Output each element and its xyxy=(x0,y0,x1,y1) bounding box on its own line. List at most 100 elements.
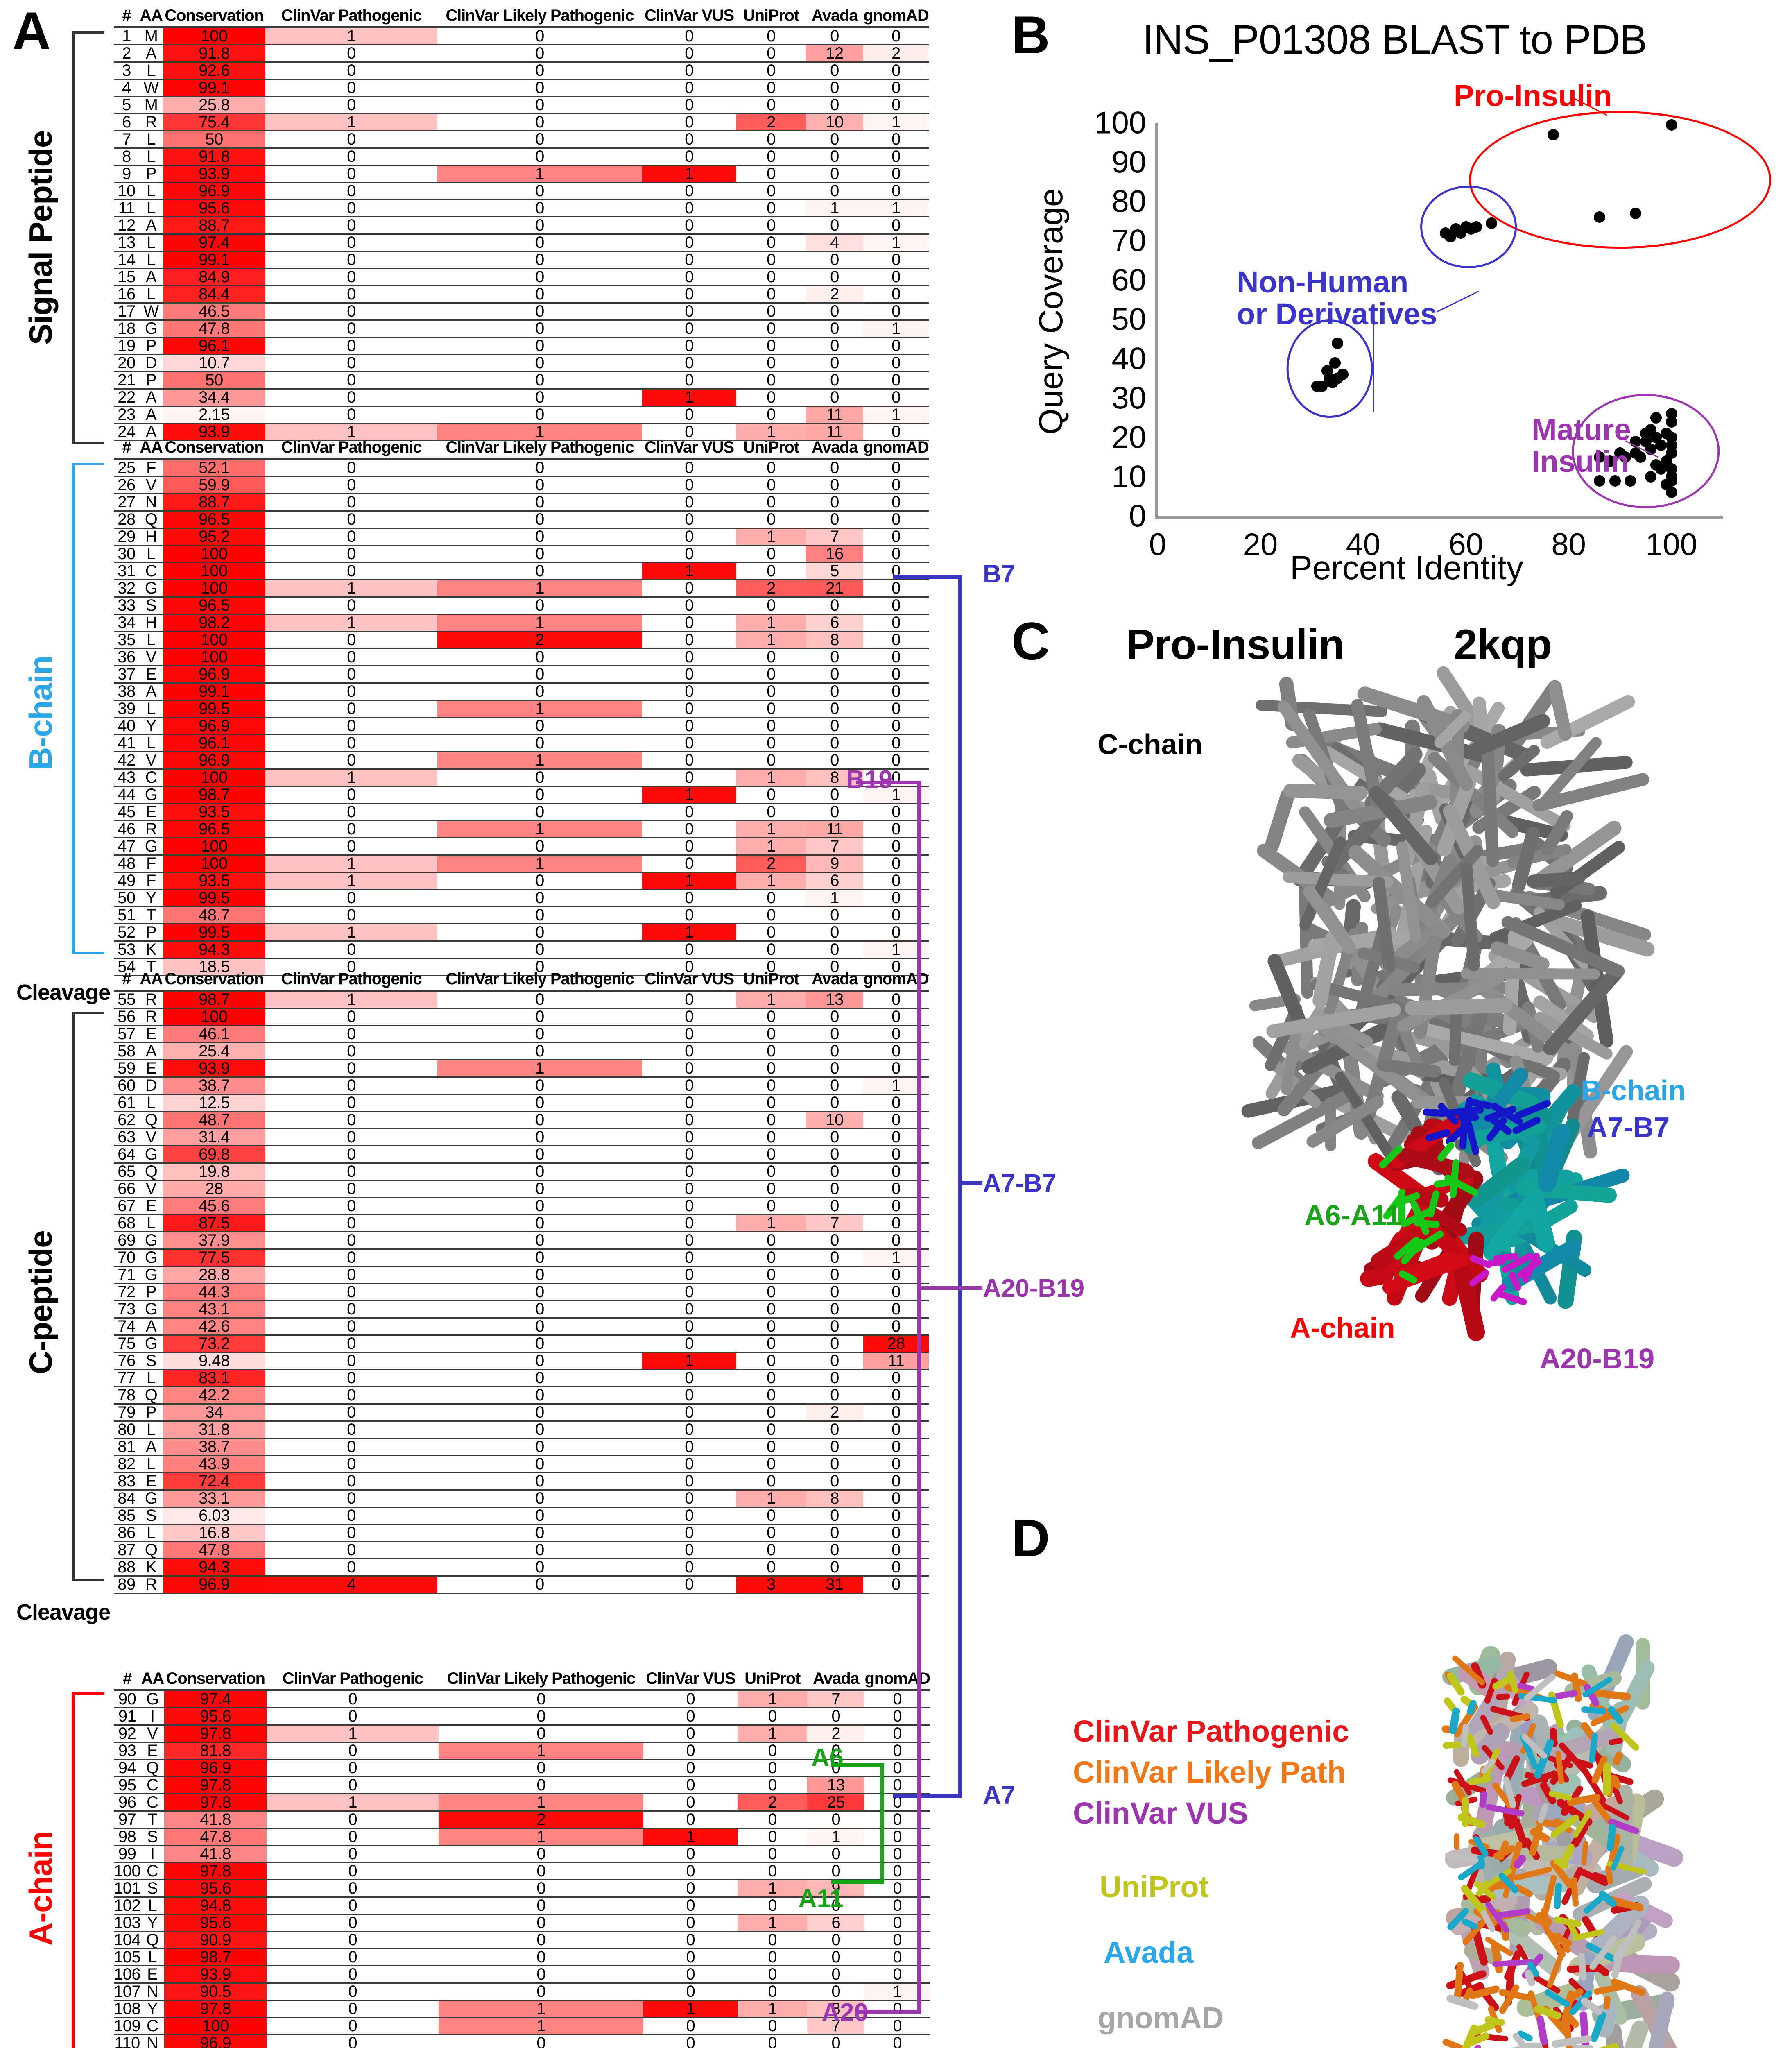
cell-avada: 0 xyxy=(806,1300,863,1318)
cell-gnomad: 0 xyxy=(863,337,929,355)
cell-uniprot: 2 xyxy=(736,579,806,597)
cell-conservation: 50 xyxy=(163,371,265,389)
cell-clinvar-likely-pathogenic: 0 xyxy=(437,889,642,907)
cell-aa: G xyxy=(139,1489,163,1507)
cell-clinvar-pathogenic: 0 xyxy=(265,958,437,976)
cell-uniprot: 0 xyxy=(736,371,806,389)
cell-conservation: 97.4 xyxy=(164,1689,267,1708)
cell-avada: 0 xyxy=(807,1982,865,2000)
cell-aa: K xyxy=(139,1558,163,1576)
cell-uniprot: 1 xyxy=(736,1214,806,1232)
cell-avada: 0 xyxy=(806,1145,863,1163)
cell-clinvar-vus: 0 xyxy=(642,1507,736,1525)
cell-clinvar-vus: 0 xyxy=(642,423,736,441)
table-row: 67 E 45.6 0 0 0 0 0 0 xyxy=(114,1197,929,1215)
cell-avada: 2 xyxy=(806,1403,863,1421)
cell-clinvar-likely-pathogenic: 0 xyxy=(437,562,642,580)
cell-#: 100 xyxy=(114,1862,141,1880)
cell-avada: 0 xyxy=(806,1231,863,1249)
cell-clinvar-pathogenic: 0 xyxy=(267,1707,439,1725)
table-row: 50 Y 99.5 0 0 0 0 1 0 xyxy=(114,889,929,907)
cell-aa: P xyxy=(139,371,163,389)
cell-avada: 0 xyxy=(806,1386,863,1404)
cell-conservation: 100 xyxy=(163,648,265,666)
chart-y-tick: 10 xyxy=(1111,459,1146,494)
cell-aa: C xyxy=(140,2017,165,2035)
cell-conservation: 34.4 xyxy=(163,388,265,406)
cell-avada: 8 xyxy=(806,1489,863,1507)
uniprot-stick xyxy=(1462,1797,1469,1827)
cell-uniprot: 0 xyxy=(736,79,806,97)
cell-clinvar-likely-pathogenic: 0 xyxy=(437,493,642,511)
cell-aa: L xyxy=(139,734,163,752)
cell-conservation: 41.8 xyxy=(164,1845,267,1863)
cell-avada: 0 xyxy=(807,1965,865,1983)
cell-uniprot: 0 xyxy=(736,1231,806,1249)
table-row: 56 R 100 0 0 0 0 0 0 xyxy=(114,1008,929,1026)
cell-conservation: 99.1 xyxy=(163,79,265,97)
cell-conservation: 12.5 xyxy=(163,1094,265,1112)
table-row: 54 T 18.5 0 0 0 0 0 0 xyxy=(114,958,929,976)
cell-clinvar-vus: 0 xyxy=(643,1689,738,1708)
cell-#: 58 xyxy=(114,1042,139,1060)
cell-clinvar-pathogenic: 0 xyxy=(265,889,437,907)
cell-aa: A xyxy=(139,1317,163,1335)
cell-clinvar-vus: 0 xyxy=(643,1982,738,2000)
cell-conservation: 96.5 xyxy=(163,820,265,838)
cell-clinvar-vus: 0 xyxy=(642,458,736,477)
cell-clinvar-vus: 0 xyxy=(643,1845,738,1863)
cell-clinvar-pathogenic: 0 xyxy=(267,1879,439,1897)
cell-#: 8 xyxy=(114,147,139,165)
c-chain-loop xyxy=(1448,1008,1462,1067)
table-row: 72 P 44.3 0 0 0 0 0 0 xyxy=(114,1283,929,1301)
cell-conservation: 97.8 xyxy=(164,1793,267,1811)
cell-clinvar-vus: 0 xyxy=(642,1180,736,1198)
col-header-3: ClinVar Pathogenic xyxy=(281,970,422,988)
chart-y-tick: 100 xyxy=(1094,105,1146,140)
cell-#: 28 xyxy=(114,510,139,528)
chart-x-tick: 80 xyxy=(1551,527,1586,562)
table-row: 73 G 43.1 0 0 0 0 0 0 xyxy=(114,1300,929,1318)
cell-#: 26 xyxy=(114,476,139,494)
cell-avada: 0 xyxy=(806,268,863,286)
cell-clinvar-pathogenic: 0 xyxy=(265,1042,437,1060)
table-row: 62 Q 48.7 0 0 0 0 10 0 xyxy=(114,1111,929,1129)
bond-label-a7-b7: A7-B7 xyxy=(983,1169,1057,1198)
table-row: 4 W 99.1 0 0 0 0 0 0 xyxy=(114,79,929,97)
cell-clinvar-pathogenic: 0 xyxy=(267,1931,439,1949)
cell-clinvar-vus: 0 xyxy=(642,528,736,546)
cell-clinvar-pathogenic: 0 xyxy=(265,682,437,700)
uniprot-stick xyxy=(1443,1741,1462,1749)
cell-clinvar-vus: 0 xyxy=(642,596,736,614)
cell-#: 50 xyxy=(114,889,139,907)
clinvar-pathogenic-stick xyxy=(1496,1693,1511,1700)
cell-conservation: 73.2 xyxy=(163,1334,265,1352)
bond-label-a6: A6 xyxy=(811,1744,844,1772)
cell-conservation: 93.9 xyxy=(164,1965,267,1983)
panel-c-tag-a20-b19: A20-B19 xyxy=(1540,1343,1655,1375)
cell-aa: S xyxy=(139,1352,163,1370)
cell-clinvar-likely-pathogenic: 0 xyxy=(437,786,642,804)
cell-#: 105 xyxy=(114,1948,141,1966)
cell-uniprot: 0 xyxy=(736,1369,806,1387)
cell-#: 10 xyxy=(114,182,139,200)
cell-clinvar-vus: 0 xyxy=(642,751,736,769)
cell-aa: H xyxy=(139,528,163,546)
cell-clinvar-vus: 0 xyxy=(642,268,736,286)
cell-#: 22 xyxy=(114,388,139,406)
cell-avada: 0 xyxy=(806,147,863,165)
chart-leader-non-human-lower xyxy=(1373,305,1374,412)
cell-clinvar-vus: 0 xyxy=(642,1575,736,1594)
cell-conservation: 95.6 xyxy=(163,199,265,217)
table-row: 48 F 100 1 1 0 2 9 0 xyxy=(114,854,929,872)
cell-aa: V xyxy=(139,1180,163,1198)
brace-bottom xyxy=(72,952,104,954)
cell-aa: Q xyxy=(139,1111,163,1129)
table-row: 51 T 48.7 0 0 0 0 0 0 xyxy=(114,906,929,924)
cell-gnomad: 0 xyxy=(863,96,929,114)
table-row: 8 L 91.8 0 0 0 0 0 0 xyxy=(114,147,929,165)
cell-clinvar-likely-pathogenic: 0 xyxy=(437,1369,642,1387)
chart-annot-mature-insulin: Mature Insulin xyxy=(1532,412,1631,478)
cell-avada: 7 xyxy=(807,2017,865,2035)
cell-clinvar-likely-pathogenic: 0 xyxy=(437,1094,642,1112)
